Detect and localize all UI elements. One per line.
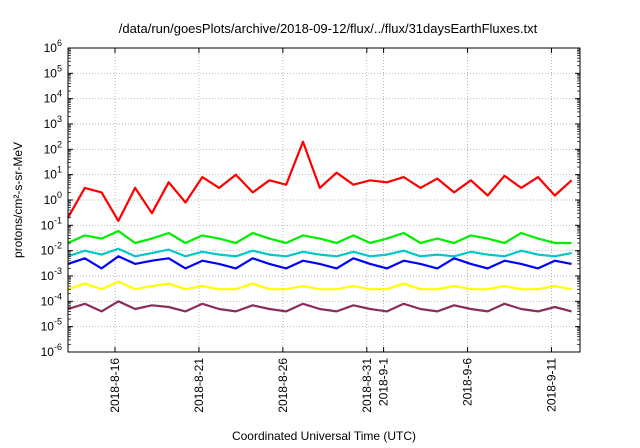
y-tick-label: 106	[44, 38, 62, 55]
series-line	[67, 247, 572, 258]
x-tick-label: 2018-8-31	[360, 358, 374, 413]
y-tick-label: 102	[44, 139, 62, 156]
x-axis-ticks: 2018-8-16 2018-8-21 2018-8-26 2018-8-31 2018…	[108, 48, 558, 413]
chart-title: /data/run/goesPlots/archive/2018-09-12/f…	[119, 21, 538, 36]
x-tick-label: 2018-8-26	[276, 358, 290, 413]
series-line	[67, 300, 572, 313]
series-line	[67, 280, 572, 291]
y-tick-label: 10-5	[41, 317, 62, 334]
y-tick-label: 105	[44, 63, 62, 80]
x-tick-label: 2018-8-16	[108, 358, 122, 413]
x-tick-label: 2018-8-21	[192, 358, 206, 413]
y-axis-ticks: 10-6 10-5 10-4 10-3 10-2 10-1 100 101 102 103 104 1…	[41, 38, 580, 359]
series-line	[67, 140, 573, 222]
grid	[68, 48, 580, 352]
y-axis-label: protons/cm²-s-sr-MeV	[11, 142, 25, 258]
y-tick-label: 104	[44, 89, 62, 106]
y-tick-label: 10-4	[41, 291, 62, 308]
x-tick-label: 2018-9-1	[377, 358, 391, 406]
x-tick-label: 2018-9-11	[544, 358, 558, 412]
y-tick-label: 101	[44, 165, 62, 182]
y-tick-label: 10-3	[41, 266, 62, 283]
x-tick-label: 2018-9-6	[461, 358, 475, 406]
y-tick-label: 10-1	[41, 215, 62, 232]
series-line	[67, 229, 572, 245]
y-tick-label: 103	[44, 114, 62, 131]
x-axis-label: Coordinated Universal Time (UTC)	[232, 429, 416, 443]
y-tick-label: 100	[44, 190, 62, 207]
series-layer	[67, 140, 573, 313]
y-tick-label: 10-2	[41, 241, 62, 258]
series-line	[67, 255, 572, 270]
y-tick-label: 10-6	[41, 342, 62, 359]
